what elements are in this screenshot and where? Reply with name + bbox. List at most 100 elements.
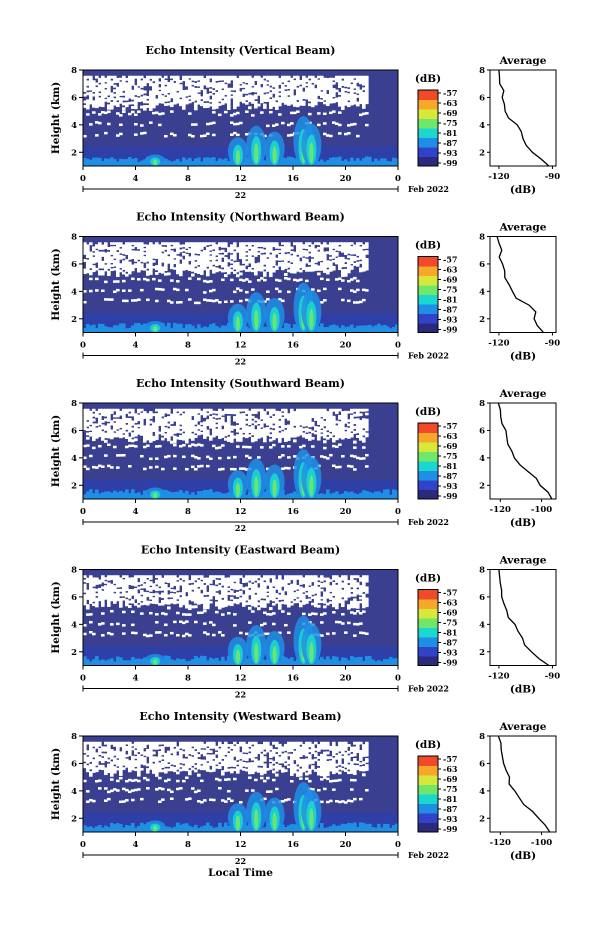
ground-echo-cell <box>125 328 129 333</box>
no-data-cell <box>281 601 285 605</box>
no-data-cell <box>212 268 216 272</box>
no-data-cell <box>296 259 300 263</box>
no-data-cell <box>155 246 159 250</box>
no-data-cell <box>221 418 225 422</box>
no-data-cell <box>356 257 360 261</box>
no-data-cell <box>137 408 141 412</box>
no-data-streak <box>104 111 108 115</box>
ground-echo-cell <box>86 323 90 333</box>
no-data-streak <box>176 288 180 292</box>
no-data-cell <box>332 265 336 269</box>
no-data-cell <box>182 75 186 79</box>
ground-echo-cell <box>209 324 213 333</box>
no-data-cell <box>257 433 261 437</box>
no-data-cell <box>176 244 180 248</box>
no-data-cell <box>305 601 309 604</box>
no-data-cell <box>263 271 267 275</box>
no-data-cell <box>305 79 309 83</box>
colorbar-step <box>418 330 438 333</box>
ground-echo-cell <box>338 494 342 499</box>
no-data-cell <box>305 583 309 587</box>
no-data-cell <box>284 601 288 605</box>
no-data-cell <box>341 75 345 79</box>
no-data-cell <box>224 264 228 268</box>
no-data-cell <box>269 411 273 414</box>
no-data-cell <box>122 579 126 583</box>
no-data-cell <box>323 270 327 273</box>
no-data-cell <box>350 79 354 83</box>
no-data-cell <box>107 92 111 96</box>
no-data-streak <box>122 632 126 635</box>
ground-echo-cell <box>281 157 285 166</box>
no-data-cell <box>233 251 237 254</box>
no-data-cell <box>98 251 102 255</box>
no-data-cell <box>287 253 291 257</box>
no-data-cell <box>353 83 357 87</box>
ground-echo-cell <box>263 160 267 166</box>
no-data-cell <box>266 596 270 600</box>
no-data-cell <box>266 431 270 434</box>
no-data-cell <box>134 252 138 256</box>
no-data-cell <box>89 599 93 602</box>
average-title: Average <box>499 222 547 234</box>
no-data-cell <box>137 263 141 267</box>
no-data-cell <box>155 255 159 259</box>
no-data-cell <box>194 87 198 91</box>
no-data-cell <box>149 83 153 87</box>
ground-echo-cell <box>197 157 201 166</box>
no-data-cell <box>236 86 240 90</box>
no-data-cell <box>122 597 126 601</box>
no-data-cell <box>233 408 237 412</box>
no-data-cell <box>185 75 189 79</box>
colorbar-tick-label: -81 <box>443 128 457 138</box>
no-data-cell <box>113 100 117 104</box>
no-data-streak <box>335 122 339 126</box>
no-data-cell <box>104 266 108 270</box>
no-data-cell <box>155 244 159 248</box>
no-data-cell <box>158 575 162 578</box>
no-data-cell <box>338 427 342 431</box>
no-data-cell <box>149 100 153 104</box>
no-data-cell <box>221 264 225 268</box>
no-data-cell <box>236 95 240 98</box>
no-data-cell <box>101 604 105 607</box>
no-data-cell <box>317 75 321 79</box>
no-data-cell <box>185 582 189 586</box>
no-data-cell <box>275 106 279 110</box>
no-data-cell <box>155 77 159 81</box>
no-data-cell <box>326 100 330 104</box>
no-data-cell <box>104 77 108 81</box>
no-data-cell <box>92 246 96 250</box>
colorbar-step <box>418 97 438 100</box>
no-data-cell <box>242 250 246 254</box>
no-data-cell <box>338 421 342 424</box>
no-data-cell <box>269 597 273 601</box>
no-data-cell <box>224 428 228 432</box>
no-data-cell <box>314 100 318 104</box>
colorbar-step <box>418 319 438 322</box>
ground-echo-cell <box>221 159 225 166</box>
no-data-cell <box>302 100 306 104</box>
no-data-cell <box>347 268 351 272</box>
no-data-cell <box>239 429 243 433</box>
no-data-cell <box>284 586 288 590</box>
no-data-streak <box>140 132 144 135</box>
heatmap-plot <box>83 236 398 333</box>
no-data-cell <box>170 82 174 86</box>
y-tick-label: 8 <box>71 66 77 76</box>
no-data-cell <box>185 89 189 93</box>
ground-echo-cell <box>188 157 192 166</box>
no-data-cell <box>92 100 96 104</box>
ground-echo-cell <box>365 490 369 499</box>
no-data-cell <box>185 261 189 265</box>
no-data-cell <box>323 411 327 415</box>
no-data-cell <box>161 425 165 429</box>
colorbar-step <box>418 453 438 456</box>
no-data-cell <box>104 411 108 415</box>
no-data-streak <box>176 633 180 637</box>
no-data-streak <box>143 467 147 471</box>
no-data-cell <box>197 426 201 430</box>
no-data-cell <box>83 75 87 79</box>
no-data-cell <box>119 248 123 252</box>
no-data-cell <box>197 597 201 601</box>
